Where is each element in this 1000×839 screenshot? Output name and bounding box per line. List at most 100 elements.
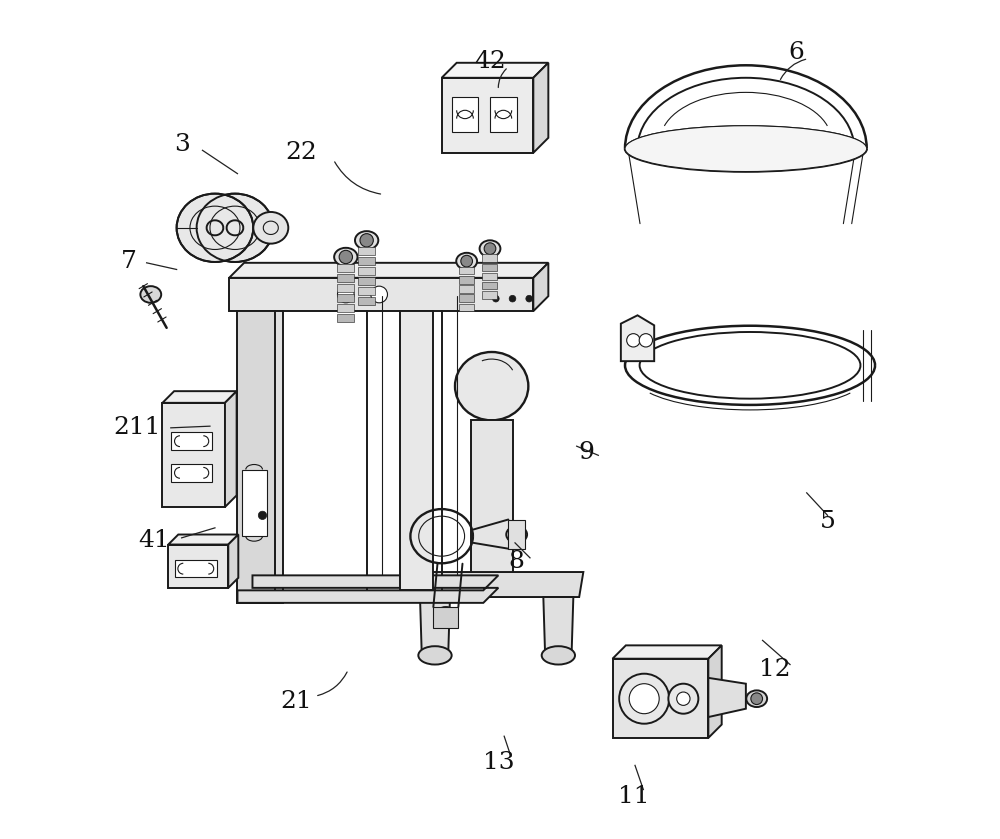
- Circle shape: [461, 255, 472, 267]
- Bar: [490, 97, 517, 132]
- Polygon shape: [250, 311, 283, 603]
- Polygon shape: [358, 277, 375, 285]
- Polygon shape: [162, 391, 237, 403]
- Polygon shape: [358, 247, 375, 255]
- Text: 21: 21: [280, 690, 312, 712]
- Polygon shape: [337, 284, 354, 292]
- Polygon shape: [482, 291, 497, 299]
- Ellipse shape: [480, 240, 500, 257]
- Ellipse shape: [418, 646, 452, 664]
- Polygon shape: [237, 311, 275, 603]
- Ellipse shape: [455, 352, 528, 420]
- Polygon shape: [237, 576, 498, 603]
- Circle shape: [484, 242, 496, 254]
- Polygon shape: [471, 420, 513, 578]
- Polygon shape: [482, 273, 497, 280]
- Polygon shape: [358, 257, 375, 265]
- Bar: [242, 470, 267, 536]
- Circle shape: [751, 693, 763, 705]
- Circle shape: [371, 286, 387, 303]
- Ellipse shape: [625, 126, 867, 171]
- Circle shape: [512, 529, 522, 539]
- Ellipse shape: [746, 690, 767, 707]
- Ellipse shape: [253, 212, 288, 243]
- Polygon shape: [613, 659, 708, 737]
- Bar: [175, 560, 217, 577]
- Bar: [171, 432, 212, 451]
- Text: 3: 3: [174, 133, 190, 156]
- Bar: [171, 464, 212, 482]
- Ellipse shape: [334, 248, 357, 266]
- Ellipse shape: [456, 253, 477, 269]
- Text: 11: 11: [618, 784, 649, 808]
- Circle shape: [492, 295, 499, 302]
- Ellipse shape: [197, 194, 273, 262]
- Text: 9: 9: [578, 441, 594, 464]
- Polygon shape: [459, 276, 474, 284]
- Polygon shape: [482, 263, 497, 271]
- Text: 13: 13: [483, 752, 514, 774]
- Polygon shape: [225, 391, 237, 507]
- Text: 6: 6: [788, 41, 804, 65]
- Polygon shape: [459, 294, 474, 302]
- Polygon shape: [229, 278, 533, 311]
- Ellipse shape: [177, 194, 253, 262]
- Ellipse shape: [140, 286, 161, 303]
- Polygon shape: [337, 294, 354, 302]
- Polygon shape: [162, 403, 225, 507]
- Polygon shape: [412, 572, 583, 597]
- Text: 22: 22: [286, 141, 318, 164]
- Bar: [452, 97, 478, 132]
- Circle shape: [509, 295, 516, 302]
- Ellipse shape: [542, 646, 575, 664]
- Circle shape: [360, 233, 373, 247]
- Circle shape: [668, 684, 698, 714]
- Polygon shape: [621, 315, 654, 361]
- Polygon shape: [337, 263, 354, 272]
- Polygon shape: [459, 267, 474, 274]
- Polygon shape: [337, 314, 354, 322]
- Polygon shape: [358, 287, 375, 295]
- Text: 41: 41: [138, 529, 170, 552]
- Polygon shape: [168, 534, 238, 545]
- Polygon shape: [433, 607, 458, 628]
- Polygon shape: [459, 304, 474, 311]
- Ellipse shape: [355, 231, 378, 249]
- Polygon shape: [613, 645, 722, 659]
- Circle shape: [258, 511, 267, 519]
- Polygon shape: [442, 78, 533, 153]
- Polygon shape: [337, 274, 354, 282]
- Circle shape: [337, 286, 354, 303]
- Polygon shape: [508, 519, 525, 549]
- Text: 42: 42: [474, 50, 506, 73]
- Text: 5: 5: [820, 509, 835, 533]
- Polygon shape: [543, 597, 573, 651]
- Polygon shape: [442, 63, 548, 78]
- Polygon shape: [708, 645, 722, 737]
- Text: 12: 12: [759, 658, 791, 681]
- Text: 7: 7: [121, 250, 137, 273]
- Text: 211: 211: [114, 416, 161, 440]
- Polygon shape: [420, 597, 450, 651]
- Polygon shape: [533, 263, 548, 311]
- Circle shape: [629, 684, 659, 714]
- Circle shape: [627, 334, 640, 347]
- Polygon shape: [228, 534, 238, 588]
- Ellipse shape: [435, 607, 456, 623]
- Polygon shape: [229, 263, 548, 278]
- Text: 8: 8: [509, 550, 525, 573]
- Polygon shape: [168, 545, 228, 588]
- Polygon shape: [459, 285, 474, 293]
- Polygon shape: [358, 297, 375, 305]
- Circle shape: [526, 295, 533, 302]
- Circle shape: [619, 674, 669, 724]
- Polygon shape: [482, 254, 497, 262]
- Polygon shape: [533, 63, 548, 153]
- Circle shape: [339, 250, 352, 263]
- Polygon shape: [708, 678, 746, 717]
- Polygon shape: [400, 311, 433, 591]
- Circle shape: [639, 334, 653, 347]
- Polygon shape: [358, 267, 375, 275]
- Ellipse shape: [506, 526, 527, 543]
- Circle shape: [677, 692, 690, 706]
